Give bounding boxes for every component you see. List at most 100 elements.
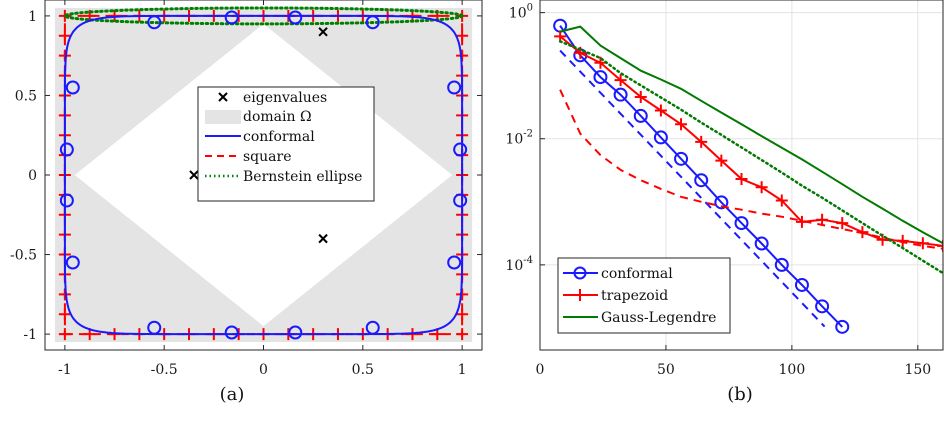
conformal-circle-marker: [453, 193, 468, 208]
trapezoid-point: [916, 237, 929, 250]
conformal-circle-marker: [453, 142, 468, 157]
x-tick-label: -1: [58, 362, 72, 378]
panel-a-caption: (a): [220, 384, 245, 405]
conformal-point: [835, 319, 850, 334]
y-tick-label-base: 10: [509, 6, 527, 22]
legend-b-gauss-label: Gauss-Legendre: [601, 310, 716, 326]
trapezoid-point: [896, 234, 909, 247]
conformal-point: [714, 195, 729, 210]
y-tick-label: 10-2: [505, 129, 533, 148]
trapezoid-point: [836, 217, 849, 230]
y-tick-label-exponent: 0: [527, 3, 533, 14]
panel-b-plot-area: [553, 18, 943, 334]
legend-conformal-label: conformal: [243, 129, 315, 145]
conformal-circle-marker: [447, 255, 462, 270]
legend-domain-label: domain Ω: [243, 109, 312, 125]
y-tick-label: 10-4: [505, 255, 533, 274]
trapezoid-point: [816, 213, 829, 226]
trapezoid-point: [755, 181, 768, 194]
legend-eigenvalues-marker: [218, 92, 228, 102]
series-line-4: [559, 25, 943, 245]
y-tick-label-exponent: -4: [523, 255, 533, 266]
series-line-3: [559, 89, 943, 250]
y-tick-label: -1: [23, 327, 37, 343]
y-tick-label-exponent: -2: [523, 129, 533, 140]
y-tick-label: -0.5: [10, 248, 37, 264]
conformal-circle-marker: [224, 10, 239, 25]
square-plus-marker: [58, 308, 71, 321]
conformal-point: [674, 151, 689, 166]
panel-a-ticks: -1 -0.5 0 0.5 1 1 0.5 0 -0.5 -1: [10, 0, 482, 378]
square-plus-marker: [58, 328, 71, 341]
y-tick-label-base: 10: [505, 258, 523, 274]
trapezoid-point: [775, 194, 788, 207]
conformal-line: [63, 14, 464, 336]
y-tick-label: 0.5: [15, 88, 37, 104]
y-tick-label: 1: [28, 9, 37, 25]
x-tick-label: 150: [904, 362, 931, 378]
legend-domain-swatch: [205, 110, 241, 124]
square-plus-marker: [456, 328, 469, 341]
eigenvalue-marker: [189, 170, 199, 180]
conformal-point: [653, 130, 668, 145]
series-line-0: [559, 25, 844, 328]
y-tick-label: 100: [509, 3, 533, 22]
bernstein-ellipse: [63, 6, 464, 26]
series-line-2: [559, 35, 943, 247]
trapezoid-point: [634, 90, 647, 103]
conformal-point: [794, 277, 809, 292]
conformal-circle-marker: [65, 255, 80, 270]
panel-b-caption: (b): [727, 384, 753, 405]
x-tick-label: -0.5: [151, 362, 178, 378]
square-plus-marker: [456, 29, 469, 42]
eigenvalue-marker: [318, 233, 328, 244]
x-tick-label: 0: [259, 362, 268, 378]
trapezoid-point: [735, 172, 748, 185]
panel-a-legend: eigenvalues domain Ω conformal square Be…: [197, 86, 375, 202]
legend-eigenvalues-label: eigenvalues: [243, 90, 327, 106]
series-line-1: [559, 49, 826, 328]
conformal-point: [774, 257, 789, 272]
conformal-point: [815, 299, 830, 314]
trapezoid-point: [695, 135, 708, 148]
y-tick-label-base: 10: [505, 132, 523, 148]
conformal-circle-marker: [65, 80, 80, 95]
conformal-circle-marker: [447, 80, 462, 95]
conformal-circle-marker: [224, 325, 239, 340]
trapezoid-point: [715, 154, 728, 167]
panel-a-legend-box: [197, 86, 375, 202]
x-tick-label: 100: [779, 362, 806, 378]
conformal-point: [694, 173, 709, 188]
conformal-circle-marker: [288, 10, 303, 25]
conformal-point: [734, 216, 749, 231]
legend-b-conformal-marker: [573, 266, 587, 280]
legend-b-conformal-label: conformal: [601, 266, 673, 282]
trapezoid-point: [614, 74, 627, 87]
legend-square-label: square: [243, 149, 292, 165]
x-tick-label: 0: [536, 362, 545, 378]
square-plus-marker: [456, 308, 469, 321]
legend-b-trapezoid-marker: [574, 289, 586, 301]
series-line-5: [558, 40, 943, 275]
conformal-circle-marker: [365, 320, 380, 335]
conformal-point: [593, 70, 608, 85]
square-plus-marker: [58, 29, 71, 42]
legend-b-trapezoid-label: trapezoid: [601, 288, 668, 304]
conformal-point: [633, 108, 648, 123]
trapezoid-point: [675, 118, 688, 131]
trapezoid-point: [654, 104, 667, 117]
eigenvalue-marker: [318, 27, 328, 37]
y-tick-label: 0: [28, 168, 37, 184]
x-tick-label: 0.5: [352, 362, 374, 378]
panel-b-axes-box: [539, 0, 944, 351]
conformal-circle-marker: [59, 193, 74, 208]
conformal-circle-marker: [147, 320, 162, 335]
conformal-circle-marker: [147, 15, 162, 30]
x-tick-label: 50: [657, 362, 675, 378]
panel-b-legend: conformal trapezoid Gauss-Legendre: [557, 257, 731, 334]
conformal-point: [613, 87, 628, 102]
conformal-circle-marker: [288, 325, 303, 340]
